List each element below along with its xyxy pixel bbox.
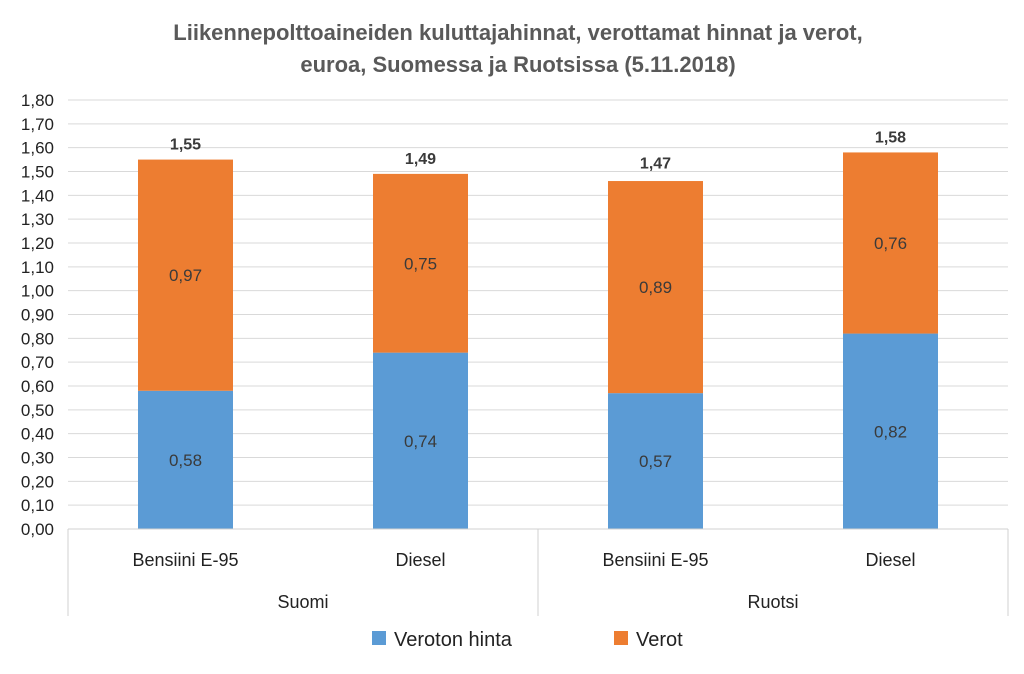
data-label: 0,58 — [169, 451, 202, 470]
x-category-label: Diesel — [395, 550, 445, 570]
data-label: 0,76 — [874, 234, 907, 253]
data-label: 0,82 — [874, 422, 907, 441]
y-tick-label: 0,90 — [21, 306, 54, 325]
x-category-label: Diesel — [865, 550, 915, 570]
chart-title-line-1: Liikennepolttoaineiden kuluttajahinnat, … — [173, 20, 862, 45]
y-tick-label: 0,10 — [21, 496, 54, 515]
x-category-label: Bensiini E-95 — [132, 550, 238, 570]
x-axis: Bensiini E-95 Diesel Bensiini E-95 Diesel Su… — [67, 528, 1009, 616]
legend-swatch — [614, 631, 628, 645]
y-tick-label: 1,40 — [21, 186, 54, 205]
y-tick-label: 0,40 — [21, 425, 54, 444]
bar-segment-verot — [843, 152, 938, 334]
total-label: 1,55 — [170, 137, 201, 154]
y-tick-label: 0,50 — [21, 401, 54, 420]
total-label: 1,47 — [640, 156, 671, 173]
bar-segment-veroton-hinta — [373, 352, 468, 529]
total-label: 1,49 — [405, 151, 436, 168]
bar-segment-verot — [608, 181, 703, 394]
data-label: 0,57 — [639, 452, 672, 471]
bar-segment-verot — [373, 173, 468, 353]
bar-segment-veroton-hinta — [843, 333, 938, 529]
data-label: 0,74 — [404, 432, 437, 451]
y-tick-label: 1,80 — [21, 91, 54, 110]
y-tick-label: 1,70 — [21, 115, 54, 134]
y-axis-ticks: 0,00 0,10 0,20 0,30 0,40 0,50 0,60 0,70 0,80 0,90… — [21, 91, 54, 539]
y-tick-label: 0,30 — [21, 449, 54, 468]
chart-title-line-2: euroa, Suomessa ja Ruotsissa (5.11.2018) — [300, 52, 735, 77]
legend: Veroton hinta Verot — [372, 629, 683, 651]
data-label: 0,75 — [404, 254, 437, 273]
bar-segment-veroton-hinta — [608, 393, 703, 529]
y-tick-label: 1,50 — [21, 163, 54, 182]
bars: 0,58 0,97 1,55 0,74 0,75 1,49 0,57 0,89 1,47 0,82… — [138, 129, 938, 529]
y-tick-label: 0,60 — [21, 377, 54, 396]
x-category-label: Bensiini E-95 — [602, 550, 708, 570]
legend-swatch — [372, 631, 386, 645]
y-tick-label: 1,10 — [21, 258, 54, 277]
bar-segment-veroton-hinta — [138, 390, 233, 529]
y-tick-label: 0,80 — [21, 329, 54, 348]
y-tick-label: 0,20 — [21, 472, 54, 491]
data-label: 0,89 — [639, 278, 672, 297]
legend-label: Verot — [636, 629, 683, 651]
data-label: 0,97 — [169, 266, 202, 285]
y-tick-label: 0,00 — [21, 520, 54, 539]
y-tick-label: 0,70 — [21, 353, 54, 372]
x-group-label: Suomi — [277, 592, 328, 612]
y-tick-label: 1,00 — [21, 282, 54, 301]
y-tick-label: 1,30 — [21, 210, 54, 229]
y-tick-label: 1,60 — [21, 139, 54, 158]
x-group-label: Ruotsi — [747, 592, 798, 612]
total-label: 1,58 — [875, 129, 906, 146]
y-tick-label: 1,20 — [21, 234, 54, 253]
bar-segment-verot — [138, 159, 233, 391]
legend-label: Veroton hinta — [394, 629, 513, 651]
